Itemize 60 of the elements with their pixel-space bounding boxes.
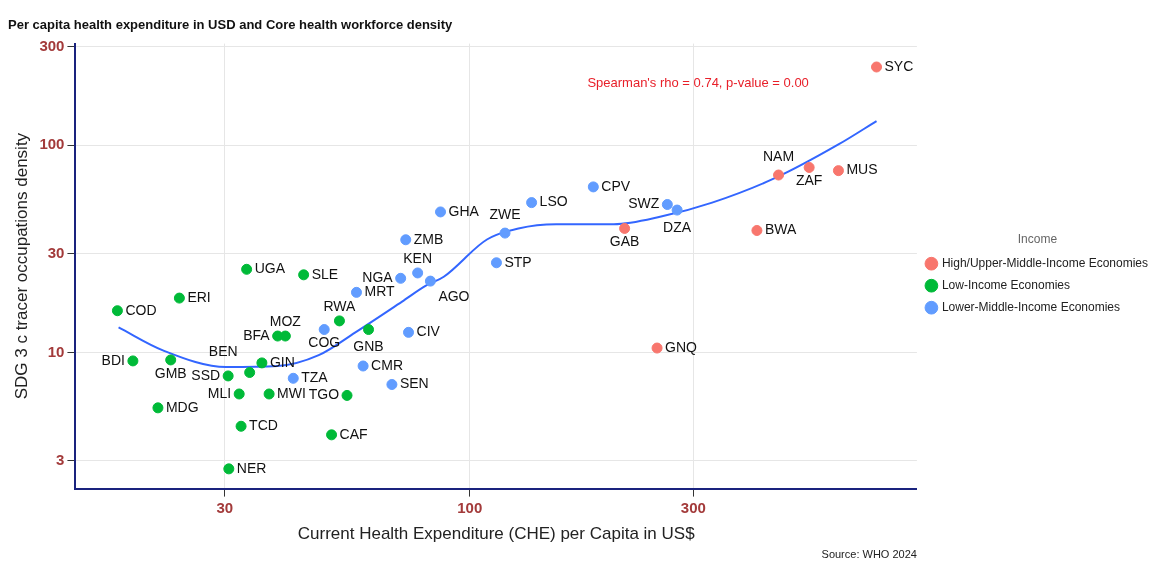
- legend-label: Low-Income Economies: [941, 278, 1070, 293]
- data-label: KEN: [403, 249, 433, 266]
- x-tick-label: 300: [680, 498, 706, 516]
- y-tick-label: 3: [56, 450, 65, 468]
- data-label: SEN: [399, 375, 429, 392]
- legend-title: Income: [1017, 231, 1058, 246]
- data-label: SYC: [884, 57, 914, 74]
- data-label: STP: [504, 253, 532, 270]
- data-label: MWI: [277, 384, 306, 401]
- x-tick-label: 30: [216, 498, 234, 516]
- data-label: GNB: [353, 338, 384, 355]
- data-label: CAF: [339, 425, 368, 442]
- source-note: Source: WHO 2024: [821, 548, 917, 561]
- data-label: BDI: [101, 351, 125, 368]
- data-label: NGA: [362, 269, 394, 286]
- data-label: COG: [308, 334, 341, 351]
- data-label: GAB: [609, 233, 640, 250]
- data-label: MRT: [364, 283, 395, 300]
- data-label: MOZ: [269, 312, 302, 329]
- data-label: BEN: [208, 343, 238, 360]
- y-tick-label: 30: [47, 243, 65, 261]
- data-label: UGA: [254, 260, 286, 277]
- data-label: GMB: [154, 364, 187, 381]
- data-label: MUS: [846, 161, 878, 178]
- y-tick-label: 300: [39, 36, 65, 54]
- data-label: LSO: [539, 193, 568, 210]
- data-label: AGO: [438, 287, 470, 304]
- data-label: NER: [236, 459, 267, 476]
- data-label: RWA: [323, 297, 357, 314]
- data-label: SWZ: [628, 195, 660, 212]
- data-label: SLE: [311, 265, 339, 282]
- data-label: BWA: [764, 221, 797, 238]
- data-label: GHA: [448, 202, 480, 219]
- legend-label: High/Upper-Middle-Income Economies: [941, 256, 1149, 271]
- data-label: TZA: [301, 369, 329, 386]
- annotation: Spearman's rho = 0.74, p-value = 0.00: [587, 75, 809, 91]
- data-label: COD: [125, 301, 157, 318]
- data-label: ERI: [187, 288, 211, 305]
- y-axis-title: SDG 3 c tracer occupations density: [11, 132, 31, 400]
- chart-title: Per capita health expenditure in USD and Core health workforce density: [8, 17, 454, 33]
- data-label: GNQ: [665, 338, 698, 355]
- data-label: CMR: [371, 356, 403, 373]
- data-label: NAM: [763, 147, 795, 164]
- y-tick-label: 100: [39, 135, 65, 153]
- data-label: ZAF: [795, 172, 823, 189]
- legend-label: Lower-Middle-Income Economies: [941, 300, 1120, 315]
- y-tick-label: 10: [47, 342, 65, 360]
- data-label: TCD: [249, 417, 278, 434]
- data-label: TGO: [308, 386, 340, 403]
- x-tick-label: 100: [457, 498, 483, 516]
- data-label: CPV: [601, 177, 631, 194]
- data-label: BFA: [243, 326, 271, 343]
- data-label: SSD: [191, 366, 221, 383]
- data-label: MDG: [165, 398, 199, 415]
- data-label: CIV: [416, 323, 441, 340]
- data-label: MLI: [207, 384, 232, 401]
- x-axis-title: Current Health Expenditure (CHE) per Capita in US$: [297, 524, 696, 544]
- data-label: ZWE: [489, 205, 521, 222]
- data-label: DZA: [663, 218, 692, 235]
- data-label: ZMB: [413, 230, 444, 247]
